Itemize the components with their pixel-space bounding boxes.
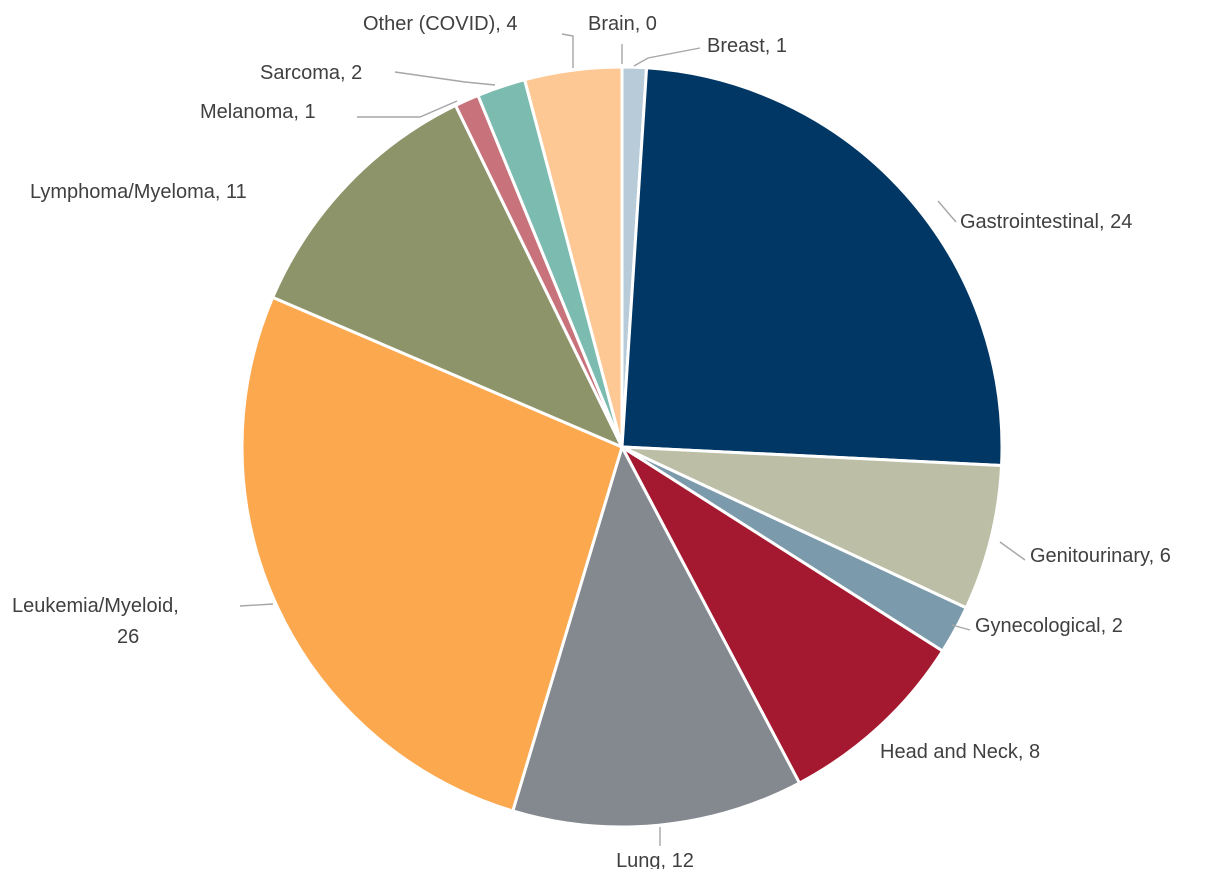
slices-layer [240,65,1004,829]
data-label-other-covid: Other (COVID), 4 [363,13,517,35]
data-label-breast: Breast, 1 [707,35,787,57]
pie-slice-head-and-neck [620,445,945,785]
data-label-head-and-neck: Head and Neck, 8 [880,741,1040,763]
leader-line-other-covid [561,33,574,68]
leader-line-gastrointestinal [937,200,957,223]
pie-slice-lung [511,445,801,829]
data-label-gastrointestinal: Gastrointestinal, 24 [960,211,1132,233]
leader-line-genitourinary [999,541,1026,561]
data-label-lymphoma-myeloma: Lymphoma/Myeloma, 11 [30,181,247,203]
leader-line-leukemia-myeloid [239,603,274,607]
leader-line-sarcoma [394,71,496,86]
pie-slice-leukemia-myeloid [240,295,624,813]
pie-slice-lymphoma-myeloma [271,103,624,449]
data-label-genitourinary: Genitourinary, 6 [1030,545,1171,567]
labels-layer: Brain, 0 Breast, 1 Gastrointestinal, 24 Gen… [12,13,1171,869]
data-label-line: Leukemia/Myeloid, [12,595,179,617]
pie-slice-other-covid [523,65,624,449]
data-label-lung: Lung, 12 [616,850,694,869]
pie-slice-gastrointestinal [620,66,1004,467]
data-label-gynecological: Gynecological, 2 [975,615,1123,637]
data-label-leukemia-myeloid: Leukemia/Myeloid, 26 [12,595,179,648]
data-label-brain: Brain, 0 [588,13,657,35]
pie-slice-genitourinary [620,445,1004,610]
data-label-line: 26 [117,626,139,648]
leader-lines-layer [239,33,1026,846]
leader-line-breast [633,47,701,67]
leader-line-gynecological [951,624,971,631]
data-label-sarcoma: Sarcoma, 2 [260,62,362,84]
leader-line-melanoma [357,100,458,118]
data-label-melanoma: Melanoma, 1 [200,101,316,123]
